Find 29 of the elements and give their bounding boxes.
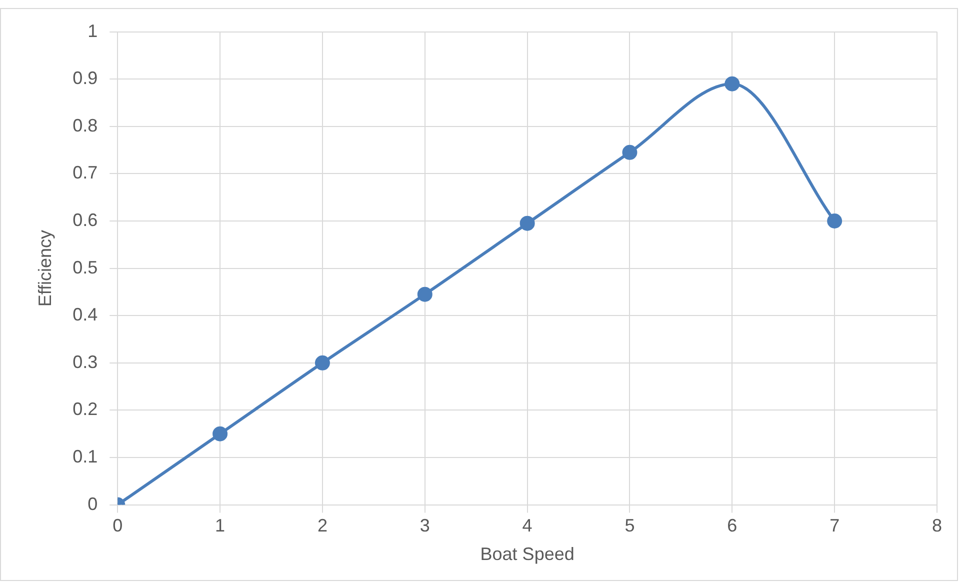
- y-tick-label: 0.3: [72, 352, 98, 372]
- point: [417, 286, 432, 302]
- point: [827, 214, 842, 228]
- y-tick-label: 0: [88, 494, 98, 514]
- y-tick-label: 0.9: [72, 68, 98, 88]
- x-tick-label: 8: [932, 516, 942, 536]
- y-tick-label: 0.2: [72, 399, 98, 420]
- y-tick-label: 0.4: [72, 304, 98, 325]
- point: [622, 144, 638, 160]
- x-tick-label: 7: [830, 516, 840, 536]
- x-tick-label: 5: [624, 516, 635, 536]
- x-tick-label: 2: [317, 516, 328, 536]
- x-tick-label: 3: [420, 516, 430, 536]
- y-tick-label: 1: [88, 20, 98, 41]
- point: [520, 216, 535, 231]
- x-tick-label: 0: [112, 516, 123, 536]
- y-axis-title: Efficiency: [34, 230, 55, 307]
- y-tick-label: 0.7: [72, 162, 98, 183]
- y-tick-label: 0.5: [72, 257, 98, 278]
- y-tick-label: 0.1: [72, 446, 98, 466]
- point: [724, 76, 740, 92]
- point: [314, 355, 330, 370]
- x-tick-label: 4: [522, 516, 532, 536]
- y-tick-label: 0.8: [72, 115, 98, 136]
- point: [212, 426, 228, 442]
- y-tick-label: 0.6: [72, 210, 98, 230]
- x-tick-label: 6: [727, 516, 738, 536]
- x-tick-label: 1: [215, 516, 226, 536]
- x-axis-title: Boat Speed: [480, 544, 574, 564]
